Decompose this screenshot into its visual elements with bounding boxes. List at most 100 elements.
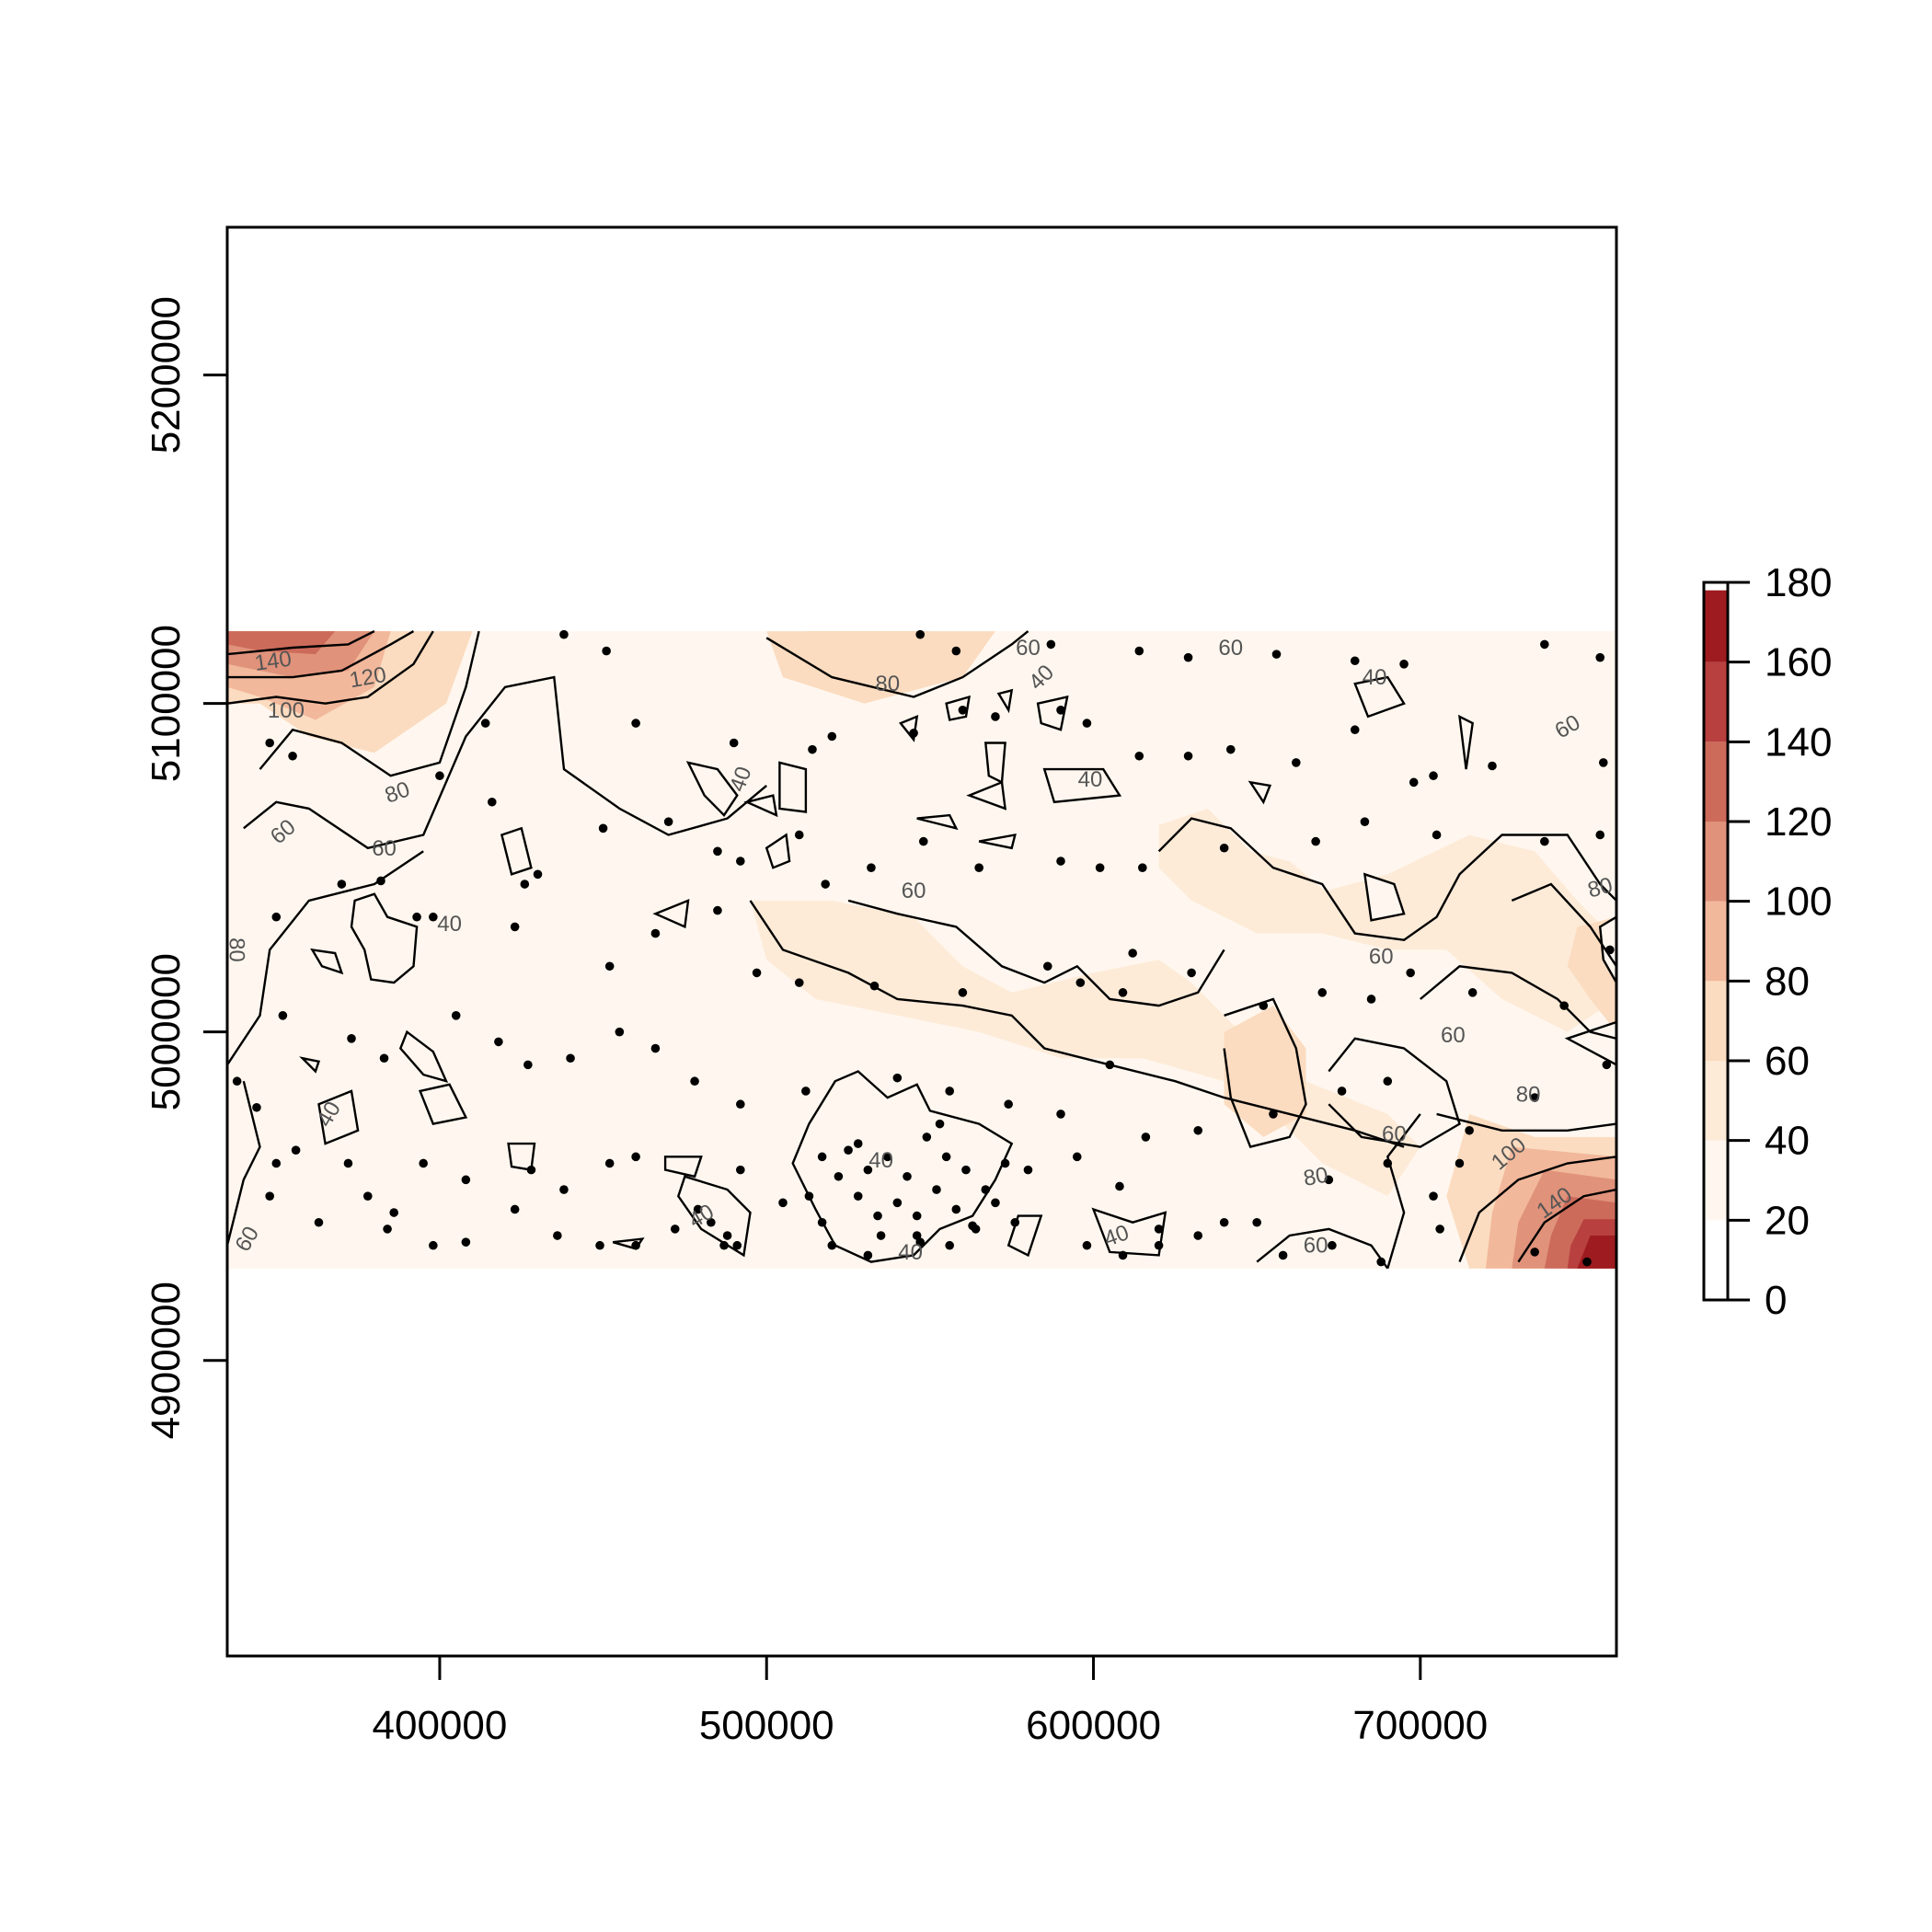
sample-point	[1154, 1225, 1164, 1234]
sample-point	[867, 863, 876, 872]
contour-label-group: 60	[1304, 1234, 1328, 1259]
sample-point	[713, 846, 722, 857]
sample-point	[663, 817, 673, 826]
low-value-patch	[916, 813, 959, 831]
sample-point	[1360, 817, 1370, 826]
colorbar: 0 20 40 60 80 100 120 140 160 180	[1702, 560, 1832, 1323]
sample-point	[615, 1027, 625, 1037]
sample-point	[271, 1158, 282, 1168]
sample-point	[1292, 758, 1301, 767]
contour-label: 60	[1304, 1234, 1328, 1259]
colorbar-segment	[1704, 742, 1728, 822]
x-tick-label: 700000	[1352, 1703, 1488, 1748]
contour-label: 80	[1302, 1163, 1330, 1191]
sample-point	[971, 1225, 981, 1234]
contour-line	[227, 630, 415, 679]
sample-point	[941, 1152, 951, 1162]
colorbar-segment	[1704, 981, 1728, 1061]
sample-point	[903, 1171, 912, 1181]
low-value-patch	[1248, 780, 1272, 805]
sample-point	[347, 1034, 356, 1043]
contour-line	[847, 899, 1225, 1007]
low-value-patch	[978, 833, 1017, 850]
sample-point	[869, 981, 880, 991]
y-tick-label: 5100000	[144, 625, 189, 782]
contour-label: 60	[1441, 1023, 1466, 1048]
contour-label-group: 60	[902, 879, 926, 903]
sample-point	[693, 1204, 703, 1214]
contour-line	[243, 675, 767, 850]
sample-point	[1115, 1181, 1124, 1191]
colorbar-tick-label: 20	[1765, 1198, 1810, 1243]
sample-point	[945, 1087, 954, 1096]
contour-label-group: 40	[437, 912, 462, 937]
sample-point	[670, 1225, 680, 1234]
sample-point	[604, 961, 615, 972]
sample-point	[794, 830, 804, 840]
sample-point	[922, 1133, 932, 1142]
low-value-patch	[1458, 714, 1475, 770]
y-tick-label: 5200000	[144, 296, 189, 454]
raster-region	[766, 631, 995, 704]
colorbar-segment	[1704, 661, 1728, 742]
sample-point	[232, 1076, 242, 1087]
sample-point	[882, 1152, 892, 1162]
sample-point	[265, 1191, 274, 1201]
sample-point	[631, 719, 640, 728]
contour-label: 80	[224, 937, 249, 962]
low-value-patches	[299, 675, 1616, 1263]
low-value-patch	[685, 761, 739, 817]
contour-label: 40	[898, 1240, 923, 1265]
contour-label-group: 60	[1369, 945, 1394, 970]
contour-label: 60	[372, 836, 397, 861]
colorbar-tick-label: 140	[1765, 719, 1832, 765]
sample-point	[461, 1175, 471, 1185]
sample-point	[1429, 1191, 1438, 1201]
contour-label-group: 60	[1218, 636, 1243, 661]
sample-point	[1095, 863, 1105, 872]
contour-label-group: 80	[1302, 1163, 1330, 1191]
contour-line	[1436, 1112, 1616, 1133]
sample-point	[690, 1076, 699, 1087]
sample-point	[595, 1240, 604, 1250]
low-value-patch	[350, 892, 419, 984]
sample-point	[951, 646, 961, 656]
raster-region	[227, 631, 336, 655]
contour-line	[1157, 817, 1616, 941]
colorbar-tick-label: 100	[1765, 880, 1832, 925]
sample-point	[804, 1191, 814, 1201]
contour-line	[227, 630, 375, 656]
sample-point	[533, 869, 543, 880]
sample-point	[707, 1217, 716, 1227]
contour-label-group: 40	[868, 1148, 893, 1173]
contour-label: 60	[1382, 1121, 1407, 1146]
contour-label-group: 60	[1016, 636, 1041, 661]
raster-layer	[227, 631, 1616, 1269]
sample-point	[958, 988, 968, 997]
low-value-patch	[1363, 872, 1406, 922]
sample-point	[1072, 1152, 1082, 1162]
contour-line	[1458, 1156, 1616, 1263]
contour-line	[1328, 1037, 1461, 1148]
sample-point	[808, 744, 817, 754]
sample-point	[752, 968, 762, 978]
contour-line	[1517, 1188, 1616, 1263]
sample-point	[1465, 1125, 1474, 1135]
sample-point	[991, 712, 1000, 721]
contour-line	[259, 630, 480, 777]
sample-point	[288, 751, 297, 761]
contour-line	[1256, 1227, 1389, 1270]
sample-point	[1219, 843, 1229, 853]
low-value-patch	[983, 742, 1006, 785]
sample-point	[1252, 1217, 1261, 1227]
sample-point	[412, 912, 421, 922]
colorbar-tick-label: 120	[1765, 799, 1832, 845]
sample-point	[1269, 1110, 1278, 1119]
sample-point	[909, 728, 918, 738]
sample-point	[419, 1158, 428, 1168]
sample-point	[915, 629, 926, 639]
sample-point	[566, 1053, 575, 1064]
sample-point	[494, 1037, 503, 1047]
raster-region	[750, 900, 1420, 1197]
sample-point	[1595, 830, 1605, 840]
